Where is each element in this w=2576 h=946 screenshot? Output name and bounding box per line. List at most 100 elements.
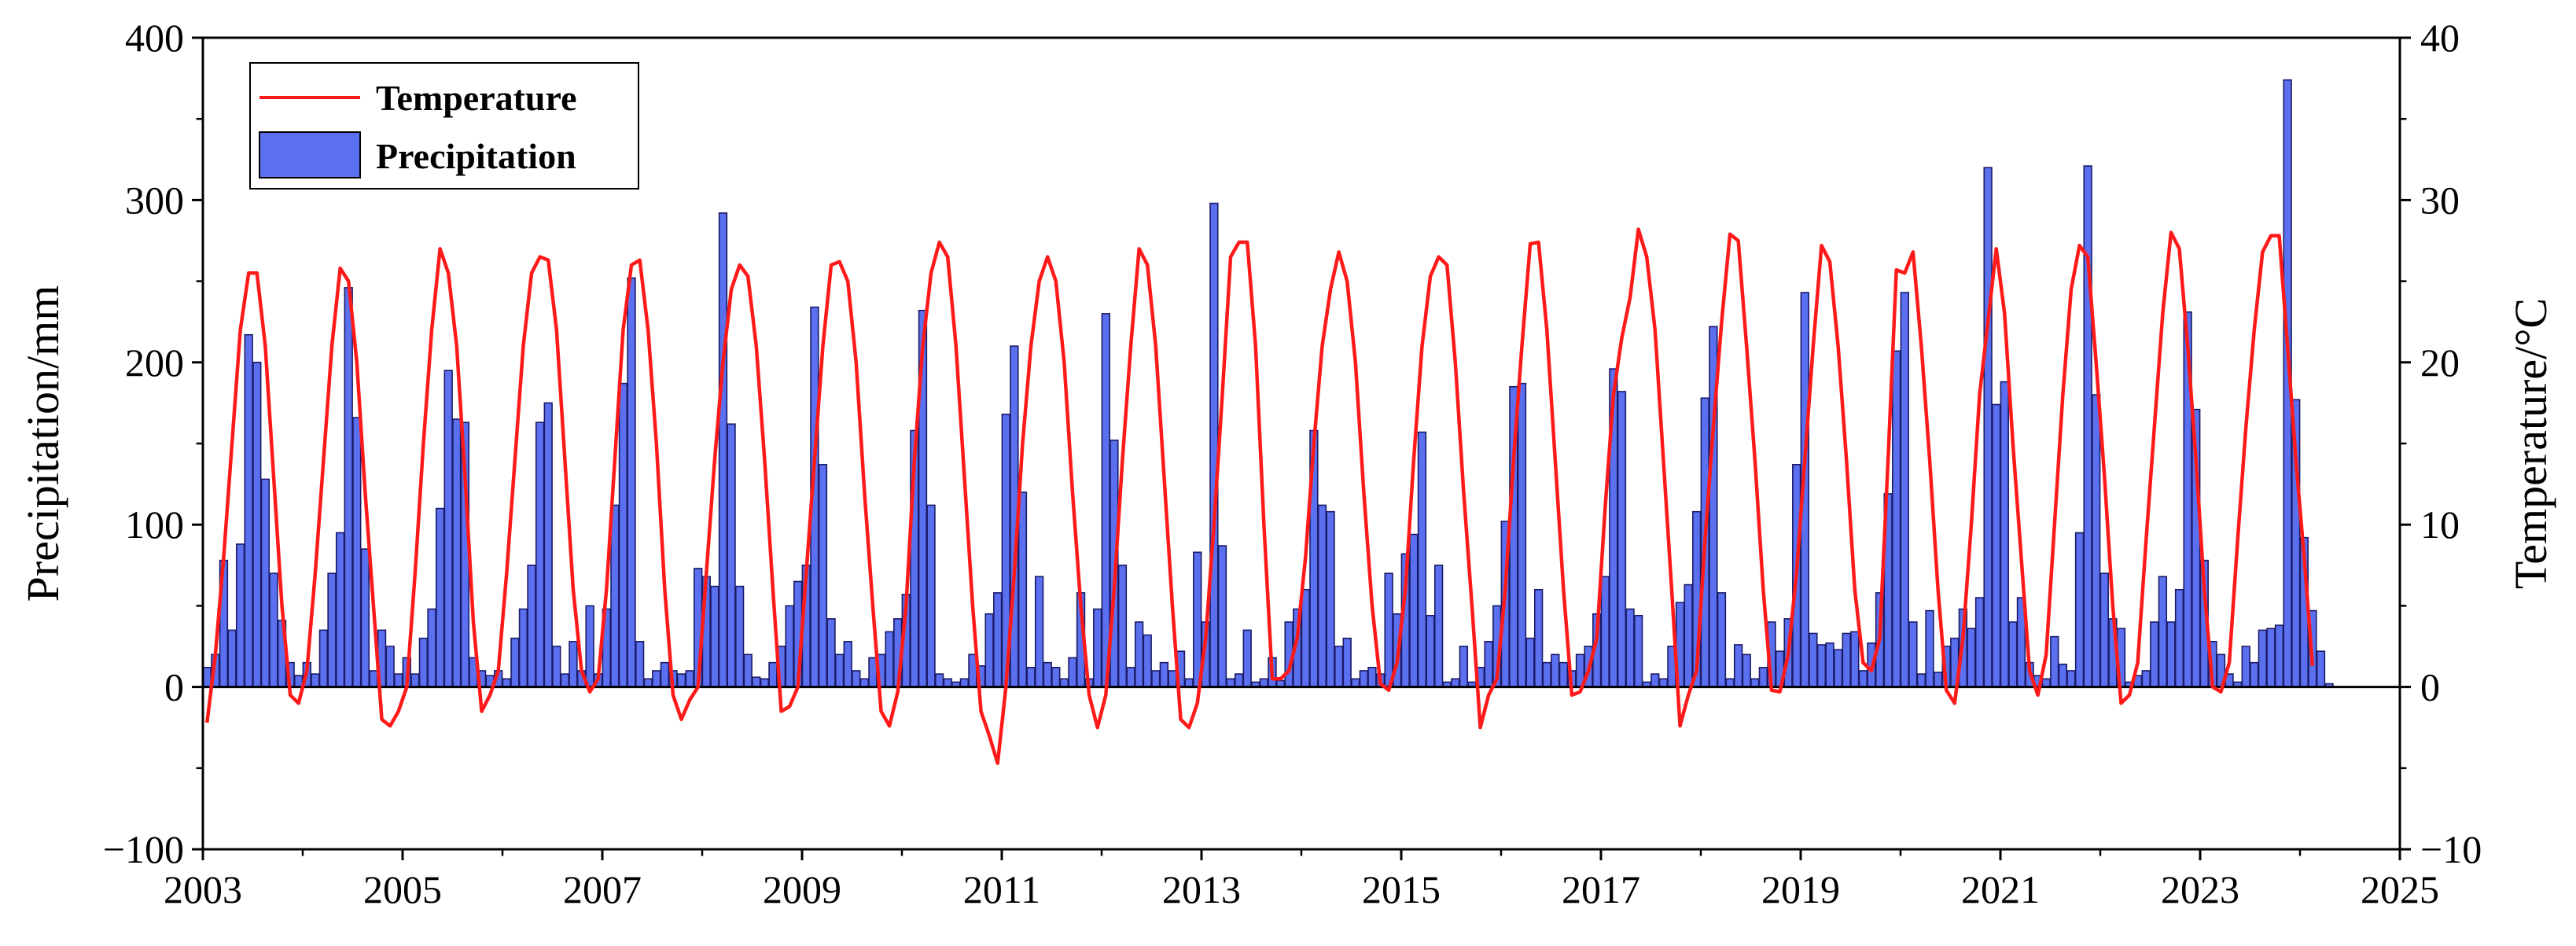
precipitation-bar [1426, 614, 1435, 688]
precipitation-bar [743, 653, 753, 688]
precipitation-bar [984, 613, 994, 688]
precipitation-bar [1351, 678, 1360, 688]
precipitation-bar [2092, 394, 2101, 688]
precipitation-bar [1625, 608, 1635, 688]
precipitation-bar [943, 678, 952, 688]
precipitation-bar [1825, 642, 1834, 688]
axis-ticks [192, 36, 2411, 860]
precipitation-bar [1051, 667, 1061, 688]
x-tick-label: 2015 [1362, 867, 1441, 911]
precipitation-bar [710, 585, 719, 688]
precipitation-bar [1725, 678, 1735, 688]
precipitation-bar [552, 646, 561, 688]
x-tick-label: 2013 [1162, 867, 1241, 911]
precipitation-bar [1334, 646, 1344, 688]
precipitation-bar [993, 592, 1003, 688]
precipitation-bar [1459, 646, 1469, 688]
precipitation-bar [1026, 667, 1036, 688]
precipitation-bar [327, 572, 337, 688]
precipitation-bar [1317, 504, 1327, 688]
precipitation-bar [427, 608, 436, 688]
precipitation-bar [676, 673, 686, 688]
precipitation-bar [1234, 673, 1244, 688]
precipitation-bar [1750, 678, 1760, 688]
x-tick-label: 2021 [1961, 867, 2040, 911]
precipitation-bar [1117, 564, 1128, 688]
precipitation-bar [1209, 202, 1219, 688]
precipitation-bar [1658, 678, 1669, 688]
precipitation-bar [1816, 644, 1827, 688]
precipitation-bar [1433, 564, 1444, 688]
precipitation-bar [344, 287, 353, 688]
precipitation-bar [1184, 678, 1194, 688]
precipitation-bar [643, 678, 653, 688]
precipitation-bar [2266, 628, 2276, 688]
precipitation-bar [518, 608, 528, 688]
precipitation-bar [1742, 653, 1751, 688]
x-tick-label: 2007 [563, 867, 642, 911]
precipitation-bar [252, 361, 262, 688]
precipitation-bar [385, 646, 395, 688]
precipitation-bar [2141, 670, 2151, 688]
precipitation-bar [1093, 608, 1102, 688]
precipitation-bar [1517, 382, 1527, 688]
legend-precipitation-label: Precipitation [376, 136, 576, 176]
precipitation-bar [1892, 350, 1901, 688]
precipitation-bar [635, 641, 645, 688]
precipitation-bar [2050, 635, 2059, 688]
precipitation-bar [2000, 381, 2009, 688]
precipitation-bar [760, 678, 770, 688]
precipitation-bar [826, 618, 836, 688]
precipitation-bar [535, 421, 545, 688]
precipitation-bar [1650, 673, 1660, 688]
precipitation-bar [1809, 632, 1818, 688]
precipitation-bar [1916, 673, 1926, 688]
precipitation-bar [1101, 313, 1110, 688]
precipitation-bar [1925, 609, 1934, 688]
precipitation-bar [443, 370, 453, 688]
precipitation-bar [2008, 621, 2018, 688]
precipitation-bar [1908, 621, 1918, 688]
precipitation-bar [510, 637, 520, 688]
precipitation-bar [260, 478, 270, 688]
precipitation-bar [1143, 634, 1152, 688]
precipitation-bar [959, 678, 970, 688]
precipitation-bar [2058, 663, 2068, 688]
precipitation-bar [1974, 597, 1985, 688]
precipitation-bar [569, 641, 578, 688]
x-tick-label: 2003 [164, 867, 242, 911]
precipitation-bar [1551, 653, 1560, 688]
precipitation-bar [2158, 576, 2168, 688]
precipitation-bar [1409, 533, 1419, 688]
precipitation-bar [2074, 532, 2085, 688]
y-axis-left-title: Precipitation/mm [17, 285, 68, 602]
precipitation-bar [1600, 576, 1610, 688]
precipitation-bar [1367, 667, 1377, 688]
precipitation-bar [818, 464, 828, 688]
precipitation-bar [1242, 629, 1252, 688]
precipitation-bar [1733, 644, 1743, 688]
y-left-tick-label: 400 [125, 16, 184, 60]
precipitation-bar [1417, 431, 1427, 688]
precipitation-bar [1992, 403, 2001, 688]
precipitation-bar [1967, 628, 1976, 688]
precipitation-bar [335, 532, 345, 688]
precipitation-bar [560, 673, 570, 688]
legend: Temperature Precipitation [249, 62, 639, 190]
precipitation-bar [718, 212, 728, 688]
y-right-tick-label: 30 [2420, 178, 2460, 222]
precipitation-bar [785, 605, 794, 688]
precipitation-bar [926, 504, 936, 688]
precipitation-bar [1217, 545, 1227, 688]
precipitation-bar [2174, 588, 2184, 688]
y-right-tick-label: 40 [2420, 16, 2460, 60]
precipitation-bar [2250, 661, 2259, 688]
precipitation-bar [934, 673, 944, 688]
precipitation-bar [227, 629, 237, 688]
precipitation-bar [2041, 678, 2051, 688]
precipitation-bar [1833, 649, 1843, 688]
precipitation-bar [418, 637, 429, 688]
precipitation-bar [1068, 657, 1077, 688]
precipitation-bar [1301, 588, 1310, 688]
